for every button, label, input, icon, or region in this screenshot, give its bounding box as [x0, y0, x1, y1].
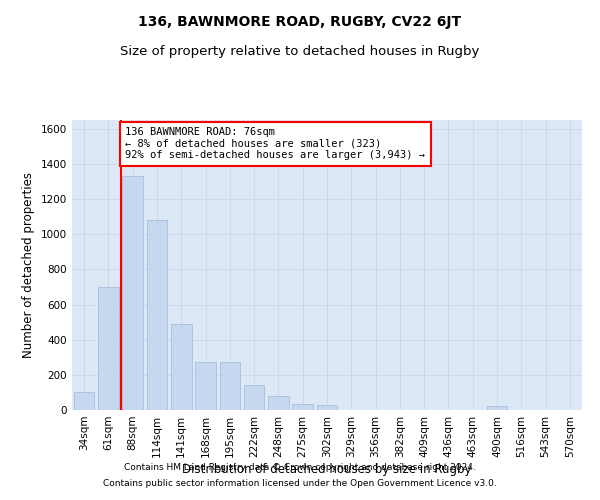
Text: 136 BAWNMORE ROAD: 76sqm
← 8% of detached houses are smaller (323)
92% of semi-d: 136 BAWNMORE ROAD: 76sqm ← 8% of detache…	[125, 127, 425, 160]
Text: Contains HM Land Registry data © Crown copyright and database right 2024.: Contains HM Land Registry data © Crown c…	[124, 464, 476, 472]
Bar	[244, 386, 265, 410]
Bar	[292, 404, 313, 410]
Text: 136, BAWNMORE ROAD, RUGBY, CV22 6JT: 136, BAWNMORE ROAD, RUGBY, CV22 6JT	[139, 15, 461, 29]
Bar	[487, 406, 508, 410]
Bar	[220, 362, 240, 410]
Text: Size of property relative to detached houses in Rugby: Size of property relative to detached ho…	[121, 45, 479, 58]
Y-axis label: Number of detached properties: Number of detached properties	[22, 172, 35, 358]
X-axis label: Distribution of detached houses by size in Rugby: Distribution of detached houses by size …	[182, 462, 472, 475]
Text: Contains public sector information licensed under the Open Government Licence v3: Contains public sector information licen…	[103, 478, 497, 488]
Bar	[122, 176, 143, 410]
Bar	[268, 396, 289, 410]
Bar	[146, 220, 167, 410]
Bar	[171, 324, 191, 410]
Bar	[195, 362, 216, 410]
Bar	[317, 404, 337, 410]
Bar	[74, 392, 94, 410]
Bar	[98, 287, 119, 410]
